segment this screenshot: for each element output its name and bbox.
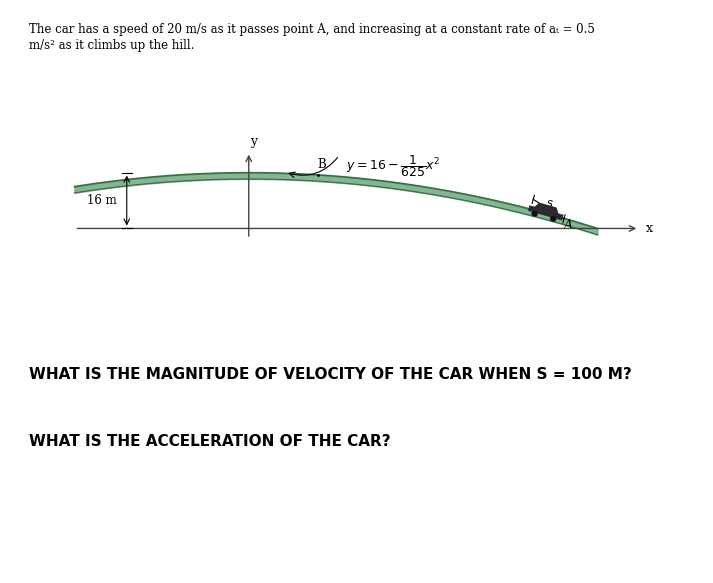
- Circle shape: [532, 210, 538, 217]
- Text: x: x: [646, 222, 653, 235]
- Text: WHAT IS THE MAGNITUDE OF VELOCITY OF THE CAR WHEN S = 100 M?: WHAT IS THE MAGNITUDE OF VELOCITY OF THE…: [29, 367, 631, 382]
- Text: 16 m: 16 m: [86, 194, 116, 207]
- Text: WHAT IS THE ACCELERATION OF THE CAR?: WHAT IS THE ACCELERATION OF THE CAR?: [29, 434, 390, 449]
- Circle shape: [550, 216, 556, 222]
- Text: s: s: [548, 196, 553, 209]
- Text: m/s² as it climbs up the hill.: m/s² as it climbs up the hill.: [29, 39, 194, 52]
- Text: y: y: [250, 135, 257, 148]
- Text: The car has a speed of 20 m/s as it passes point A, and increasing at a constant: The car has a speed of 20 m/s as it pass…: [29, 23, 595, 36]
- Text: $y = 16 - \dfrac{1}{625}x^2$: $y = 16 - \dfrac{1}{625}x^2$: [347, 153, 441, 180]
- Text: A: A: [564, 219, 573, 233]
- Text: B: B: [317, 158, 327, 171]
- Polygon shape: [528, 203, 563, 220]
